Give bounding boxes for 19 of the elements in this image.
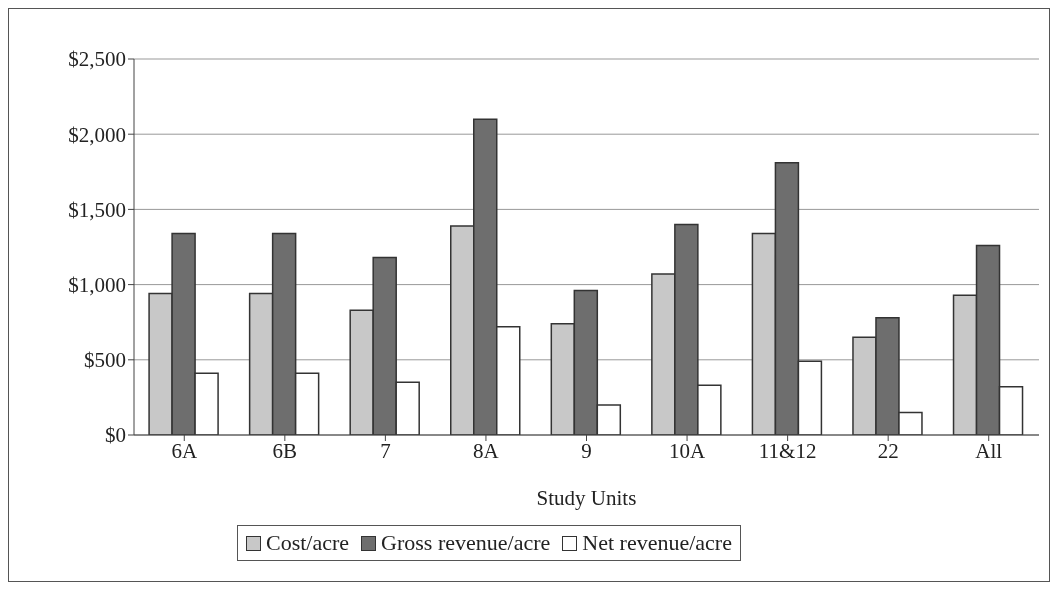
y-tick-label: $1,000 xyxy=(68,273,126,298)
x-tick-label: 10A xyxy=(668,438,706,463)
x-tick-label: 8A xyxy=(473,438,500,463)
legend-label: Gross revenue/acre xyxy=(381,530,551,556)
y-tick-label: $1,500 xyxy=(68,197,126,222)
y-tick-label: $2,500 xyxy=(68,47,126,72)
x-tick-label: 9 xyxy=(581,438,592,463)
y-tick-label: $0 xyxy=(105,423,126,448)
x-tick-label: 22 xyxy=(877,438,899,463)
x-tick-label: 11&12 xyxy=(758,438,817,463)
x-tick-label: 6B xyxy=(272,438,298,463)
x-axis-title: Study Units xyxy=(536,486,637,510)
x-tick-label: 6A xyxy=(171,438,198,463)
y-tick-label: $2,000 xyxy=(68,122,126,147)
x-tick-label: All xyxy=(975,438,1003,463)
legend-label: Net revenue/acre xyxy=(582,530,732,556)
y-tick-label: $500 xyxy=(84,348,126,373)
x-tick-label: 7 xyxy=(380,438,391,463)
legend-label: Cost/acre xyxy=(266,530,350,556)
